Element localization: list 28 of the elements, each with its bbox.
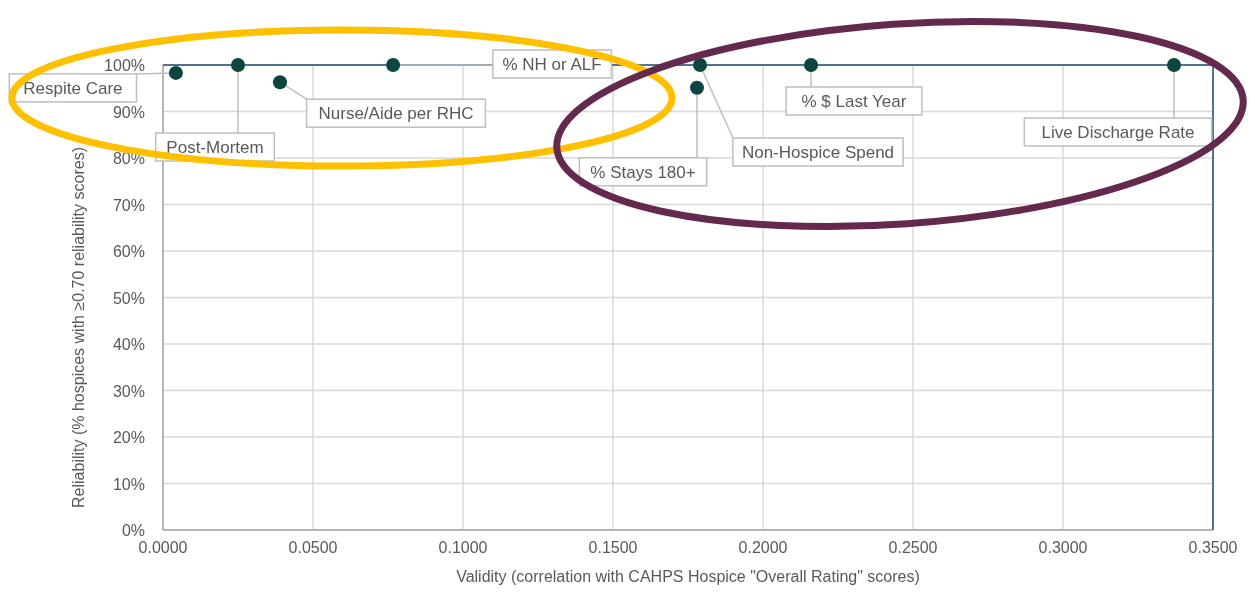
y-axis-title: Reliability (% hospices with ≥0.70 reliability scores): [70, 147, 87, 508]
annotation: % $ Last Year: [801, 92, 907, 111]
x-tick-label: 0.2000: [738, 539, 788, 556]
y-tick-label: 90%: [112, 103, 145, 121]
x-axis-title: Validity (correlation with CAHPS Hospice "Overall Rating" scores): [456, 568, 920, 585]
annotation: Post-Mortem: [166, 138, 264, 157]
x-tick-label: 0.1500: [588, 539, 638, 556]
annotation: Non-Hospice Spend: [741, 143, 895, 162]
annotation: Respite Care: [23, 78, 123, 98]
y-tick-label: 20%: [112, 429, 145, 446]
annotation: % NH or ALF: [502, 55, 602, 74]
y-tick-label: 40%: [112, 336, 145, 353]
y-tick-label: 70%: [112, 196, 145, 214]
y-tick-label: 0%: [121, 522, 145, 539]
x-tick-label: 0.0500: [288, 539, 338, 556]
x-tick-label: 0.3500: [1188, 539, 1238, 556]
annotation: % Stays 180+: [590, 162, 696, 182]
annotation: Live Discharge Rate: [1041, 123, 1195, 142]
y-tick-label: 30%: [112, 382, 145, 400]
x-tick-label: 0.3000: [1038, 539, 1088, 556]
annotation: Nurse/Aide per RHC: [318, 104, 474, 124]
x-tick-label: 0.2500: [888, 539, 938, 556]
y-tick-label: 50%: [112, 289, 145, 307]
y-tick-label: 100%: [104, 57, 145, 74]
y-tick-label: 10%: [112, 475, 145, 493]
y-tick-label: 60%: [112, 243, 145, 260]
x-tick-label: 0.0000: [138, 539, 188, 556]
x-tick-label: 0.1000: [438, 539, 488, 556]
